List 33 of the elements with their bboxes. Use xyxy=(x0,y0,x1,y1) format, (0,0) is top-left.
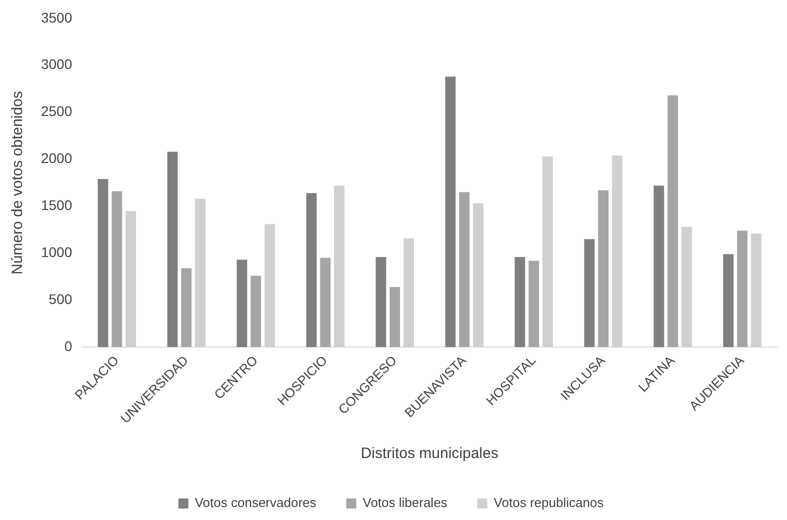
bar xyxy=(250,276,262,348)
bar xyxy=(445,76,456,348)
y-tick-label: 2000 xyxy=(40,150,72,166)
legend-label: Votos conservadores xyxy=(194,495,317,510)
y-tick-label: 3500 xyxy=(40,9,72,26)
bar xyxy=(654,186,664,348)
bar xyxy=(390,287,400,348)
legend-label: Votos republicanos xyxy=(494,495,604,510)
bar xyxy=(320,258,331,348)
bar xyxy=(514,256,526,348)
bar xyxy=(668,95,678,348)
legend-label: Votos liberales xyxy=(362,495,448,510)
bar xyxy=(598,190,608,348)
y-tick-label: 0 xyxy=(64,338,72,354)
y-tick-label: 1000 xyxy=(40,244,72,260)
bar xyxy=(98,179,108,348)
y-axis-title: Número de votos obtenidos xyxy=(9,91,26,274)
bar xyxy=(167,152,178,348)
bar xyxy=(181,268,192,348)
bar xyxy=(723,254,734,348)
x-axis-title: Distritos municipales xyxy=(360,445,498,462)
bar xyxy=(459,192,470,348)
y-tick-label: 2500 xyxy=(40,103,72,120)
bar xyxy=(112,191,122,348)
bar xyxy=(584,239,595,348)
bar xyxy=(528,260,540,348)
bar xyxy=(306,193,317,348)
bar xyxy=(236,260,248,348)
y-tick-label: 500 xyxy=(48,291,72,308)
y-tick-label: 3000 xyxy=(40,56,72,72)
bar xyxy=(737,230,748,348)
y-tick-label: 1500 xyxy=(40,197,72,214)
bar xyxy=(376,256,386,348)
